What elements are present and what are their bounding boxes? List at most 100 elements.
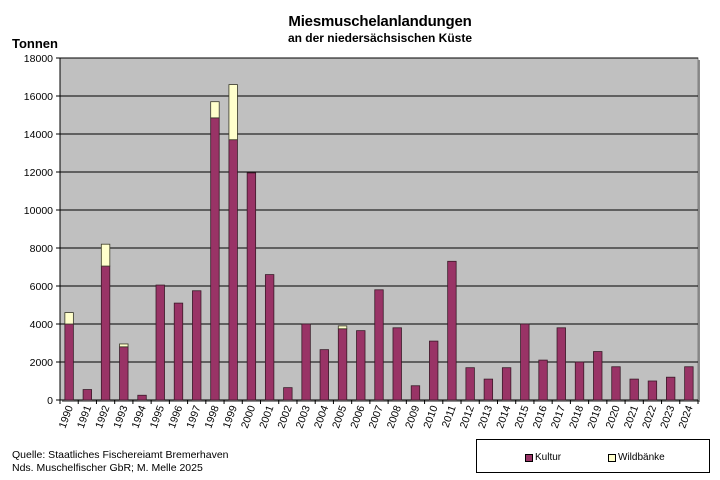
bar-kultur-1998 xyxy=(210,117,220,401)
y-tick-label: 12000 xyxy=(24,167,53,179)
y-tick-label: 6000 xyxy=(30,281,54,293)
bar-wildbaenke-1999 xyxy=(228,84,238,141)
bar-kultur-1997 xyxy=(192,290,202,401)
bar-kultur-1999 xyxy=(228,139,238,401)
x-tick-label: 1998 xyxy=(202,404,221,430)
bar-kultur-2012 xyxy=(465,367,475,401)
bar-kultur-2022 xyxy=(647,380,658,401)
y-tick-label: 16000 xyxy=(24,91,53,103)
bar-kultur-2007 xyxy=(374,289,384,401)
bar-kultur-2003 xyxy=(301,323,311,401)
bar-kultur-1992 xyxy=(100,265,111,401)
x-tick-label: 1992 xyxy=(93,404,112,430)
bar-kultur-2017 xyxy=(556,327,566,401)
source-note: Quelle: Staatliches Fischereiamt Bremerh… xyxy=(12,449,229,475)
x-tick-label: 2023 xyxy=(658,404,677,430)
chart-title: Miesmuschelanlandungen xyxy=(288,13,472,30)
x-tick-label: 2020 xyxy=(604,404,623,430)
legend-label-kultur: Kultur xyxy=(535,452,562,463)
bar-kultur-1994 xyxy=(137,394,147,401)
x-tick-label: 2024 xyxy=(676,404,695,430)
legend-label-wildbaenke: Wildbänke xyxy=(618,452,665,463)
bar-kultur-2020 xyxy=(611,366,621,401)
legend-item-wildbaenke: Wildbänke xyxy=(608,452,665,463)
bar-kultur-2000 xyxy=(246,172,257,401)
x-tick-label: 1990 xyxy=(57,404,76,430)
bar-kultur-2013 xyxy=(483,378,494,401)
x-tick-label: 2017 xyxy=(549,404,568,430)
bar-kultur-2004 xyxy=(319,349,329,401)
bar-kultur-2010 xyxy=(429,340,439,401)
x-tick-label: 2019 xyxy=(585,404,604,430)
x-tick-label: 2004 xyxy=(312,404,331,430)
x-tick-label: 2021 xyxy=(622,404,641,430)
x-tick-label: 2009 xyxy=(403,404,422,430)
bar-kultur-2024 xyxy=(684,366,694,401)
x-tick-label: 2001 xyxy=(257,404,276,430)
bar-kultur-1993 xyxy=(119,346,129,401)
bar-kultur-2009 xyxy=(410,385,421,401)
y-tick-label: 14000 xyxy=(24,129,53,141)
bar-kultur-2006 xyxy=(356,330,366,401)
x-tick-label: 2008 xyxy=(385,404,404,430)
x-tick-label: 1994 xyxy=(130,404,149,430)
x-tick-label: 1991 xyxy=(75,404,94,430)
bar-kultur-2011 xyxy=(447,260,457,401)
y-tick-label: 2000 xyxy=(30,357,54,369)
x-tick-label: 2003 xyxy=(294,404,313,430)
bar-kultur-1991 xyxy=(82,389,92,401)
x-tick-label: 1997 xyxy=(184,404,203,430)
bar-wildbaenke-1998 xyxy=(210,101,220,119)
x-tick-label: 2018 xyxy=(567,404,586,430)
x-tick-label: 2011 xyxy=(440,404,459,429)
legend-item-kultur: Kultur xyxy=(525,452,561,463)
x-tick-label: 2000 xyxy=(239,404,258,430)
x-tick-label: 1999 xyxy=(221,404,240,430)
bar-kultur-2019 xyxy=(593,351,603,401)
x-tick-label: 2014 xyxy=(494,404,513,430)
y-tick-label: 10000 xyxy=(24,205,53,217)
x-tick-label: 2005 xyxy=(330,404,349,430)
x-tick-label: 2013 xyxy=(476,404,495,430)
bar-chart: 0 2000 4000 6000 8000 10000 12000 14000 16000 180… xyxy=(24,53,700,430)
bar-kultur-2018 xyxy=(574,361,585,401)
bar-kultur-2002 xyxy=(283,387,293,401)
bar-kultur-2021 xyxy=(629,378,639,401)
y-tick-label: 0 xyxy=(47,395,53,407)
chart-subtitle: an der niedersächsischen Küste xyxy=(287,31,473,45)
bar-wildbaenke-1990 xyxy=(64,312,74,325)
x-tick-label: 2006 xyxy=(348,404,367,430)
kultur-swatch-icon xyxy=(525,453,533,462)
x-tick-label: 2016 xyxy=(531,404,550,430)
y-tick-label: 4000 xyxy=(30,319,54,331)
bar-kultur-2008 xyxy=(392,327,402,401)
y-tick-label: 8000 xyxy=(30,243,54,255)
bar-wildbaenke-2005 xyxy=(337,325,348,330)
x-tick-label: 1993 xyxy=(111,404,130,430)
bar-kultur-2016 xyxy=(538,359,548,401)
legend: Kultur Wildbänke xyxy=(476,439,710,473)
y-axis-label: Tonnen xyxy=(12,36,58,51)
bar-kultur-2014 xyxy=(501,367,512,401)
source-line-1: Quelle: Staatliches Fischereiamt Bremerh… xyxy=(12,449,229,461)
x-tick-label: 1995 xyxy=(148,404,167,430)
bar-kultur-2005 xyxy=(337,328,348,401)
bar-kultur-1995 xyxy=(155,284,165,401)
bar-kultur-2001 xyxy=(264,274,275,401)
x-tick-label: 2022 xyxy=(640,404,659,430)
bar-kultur-2023 xyxy=(666,376,676,401)
y-tick-label: 18000 xyxy=(24,53,53,65)
x-tick-label: 1996 xyxy=(166,404,185,430)
bar-wildbaenke-1993 xyxy=(119,343,129,348)
x-tick-label: 2010 xyxy=(421,404,440,430)
bar-wildbaenke-1992 xyxy=(100,243,111,267)
x-tick-label: 2002 xyxy=(275,404,294,430)
wildbaenke-swatch-icon xyxy=(608,453,616,462)
x-tick-label: 2007 xyxy=(367,404,386,430)
bar-kultur-1990 xyxy=(64,323,74,401)
bar-kultur-2015 xyxy=(520,323,530,401)
x-tick-label: 2012 xyxy=(458,404,477,430)
bar-kultur-1996 xyxy=(173,302,184,401)
x-tick-label: 2015 xyxy=(512,404,531,430)
source-line-2: Nds. Muschelfischer GbR; M. Melle 2025 xyxy=(12,462,203,474)
